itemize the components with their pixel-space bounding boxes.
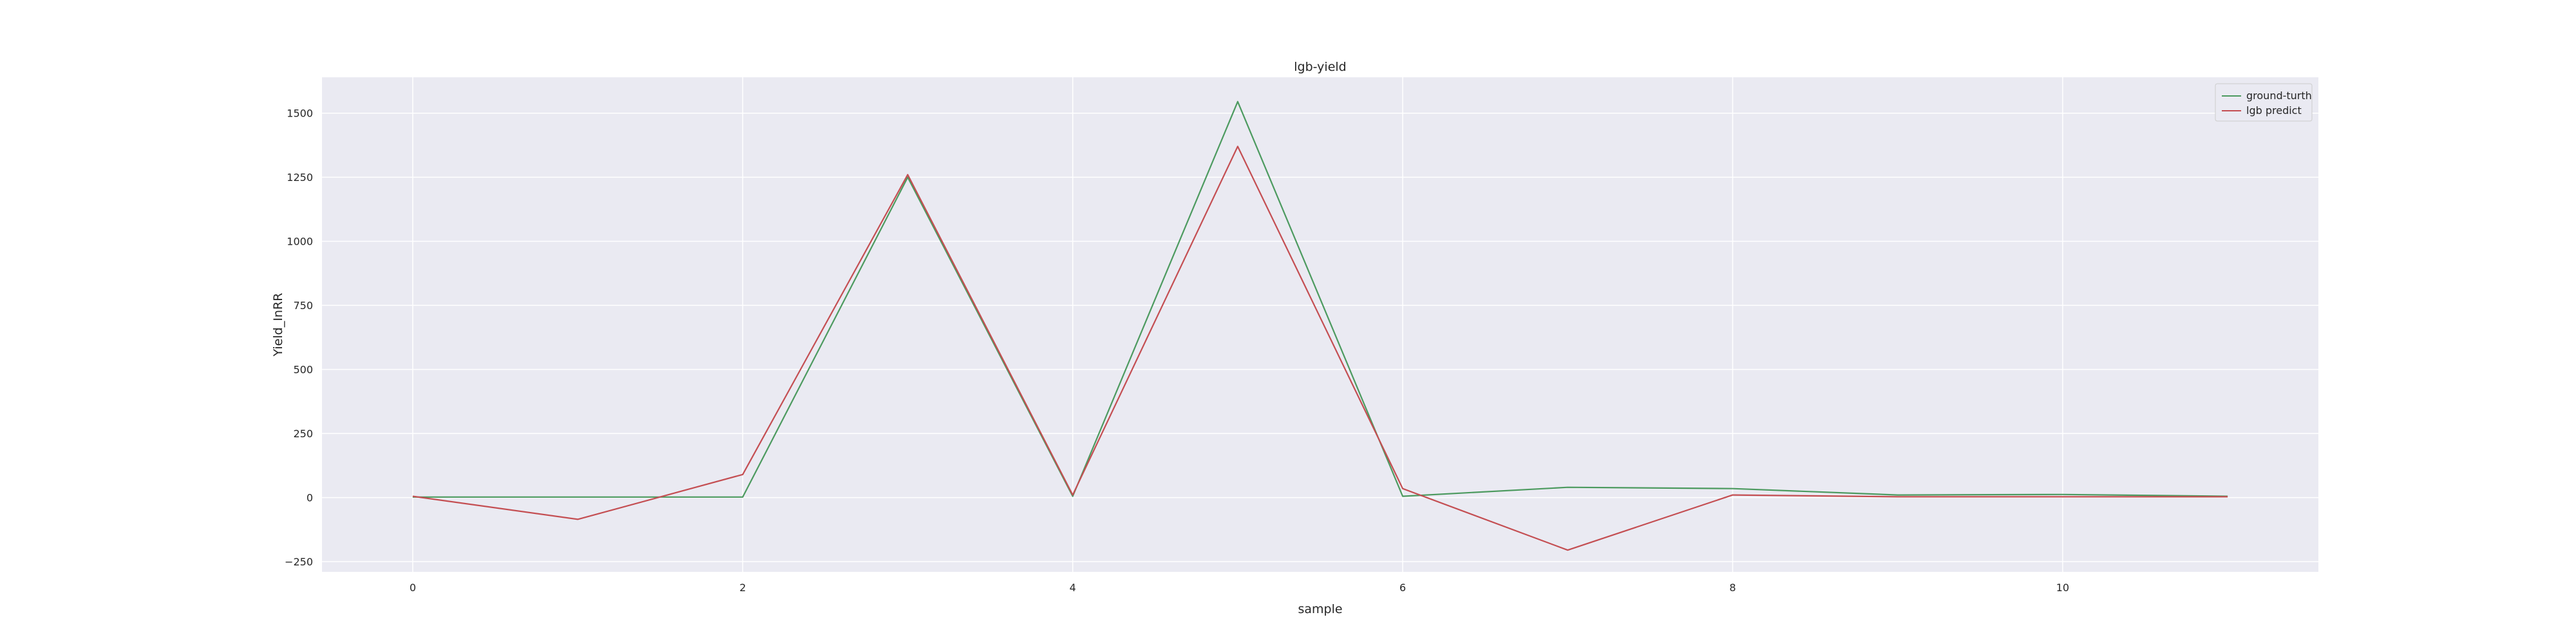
legend: ground-turth lgb predict (2215, 83, 2313, 122)
x-tick-labels: 0 2 4 6 8 10 (410, 582, 2069, 594)
x-tick-label: 2 (739, 582, 746, 594)
legend-entry-lgb-predict: lgb predict (2246, 104, 2302, 117)
legend-entry-ground-truth: ground-turth (2246, 90, 2312, 102)
plot-background (322, 77, 2318, 572)
y-tick-label: 1000 (287, 236, 313, 248)
x-tick-label: 6 (1399, 582, 1406, 594)
y-tick-label: 250 (293, 428, 313, 440)
series-lines (412, 100, 2228, 551)
x-tick-label: 8 (1729, 582, 1736, 594)
y-tick-label: −250 (285, 556, 313, 568)
y-tick-label: 500 (293, 364, 313, 376)
y-tick-label: 0 (307, 492, 313, 504)
x-tick-label: 10 (2056, 582, 2069, 594)
x-tick-label: 0 (410, 582, 416, 594)
y-tick-label: 750 (293, 299, 313, 312)
x-axis-label: sample (1298, 602, 1342, 616)
y-axis-label: Yield_InRR (271, 293, 285, 357)
series-line-lgb-predict (412, 146, 2228, 551)
y-tick-labels: −250 0 250 500 750 1000 1250 1500 (285, 108, 313, 568)
series-line-ground-truth (412, 100, 2228, 498)
chart-title: lgb-yield (1294, 60, 1346, 74)
legend-box (2215, 83, 2313, 122)
y-tick-label: 1500 (287, 108, 313, 120)
y-tick-label: 1250 (287, 171, 313, 184)
x-tick-label: 4 (1070, 582, 1076, 594)
